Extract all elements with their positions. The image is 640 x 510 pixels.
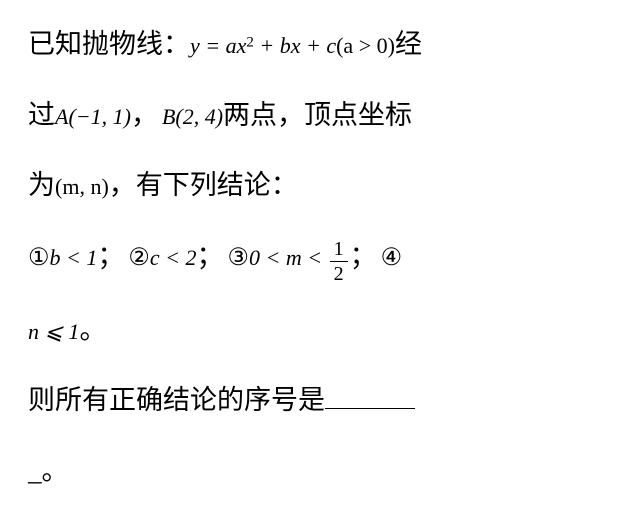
math-problem: 已知抛物线：y = ax2 + bx + c(a > 0)经 过A(−1, 1)… <box>28 20 612 495</box>
text-liangdian: 两点，顶点坐标 <box>223 100 412 130</box>
semi-2: ； <box>197 241 224 271</box>
line-6: 则所有正确结论的序号是 <box>28 376 612 425</box>
expr-b-lt-1: b < 1 <box>50 245 98 270</box>
frac-numerator: 1 <box>330 239 348 262</box>
answer-blank <box>325 393 415 409</box>
expr-y-eq: y = ax <box>190 33 246 58</box>
expr-c-lt-2: c < 2 <box>150 245 197 270</box>
expr-m-range: 0 < m < <box>249 245 328 270</box>
line-4: ①b < 1； ②c < 2； ③0 < m < 12； ④ <box>28 232 612 284</box>
period-1: 。 <box>79 315 106 345</box>
frac-denominator: 2 <box>330 262 348 284</box>
text-guo: 过 <box>28 100 55 130</box>
point-a: A(−1, 1) <box>55 104 131 129</box>
text-wei: 为 <box>28 170 55 200</box>
period-2: 。 <box>42 456 69 486</box>
expr-bx-c: + bx + c <box>254 33 336 58</box>
circled-4: ④ <box>381 244 403 271</box>
line-1: 已知抛物线：y = ax2 + bx + c(a > 0)经 <box>28 20 612 69</box>
circled-2: ② <box>128 244 150 271</box>
line-2: 过A(−1, 1)， B(2, 4)两点，顶点坐标 <box>28 91 612 140</box>
line-3: 为(m, n)，有下列结论： <box>28 161 612 210</box>
expr-mn: (m, n) <box>55 174 109 199</box>
circled-1: ① <box>28 244 50 271</box>
exponent-2: 2 <box>246 35 254 51</box>
expr-n-le-1: n ⩽ 1 <box>28 319 79 344</box>
trailing-dash: _ <box>28 456 42 486</box>
point-b: B(2, 4) <box>162 104 223 129</box>
semi-1: ； <box>97 241 124 271</box>
fraction-half: 12 <box>330 239 348 284</box>
semi-3: ； <box>350 241 377 271</box>
line-5: n ⩽ 1。 <box>28 306 612 355</box>
paren-a-gt-0: (a > 0) <box>336 33 395 58</box>
text-answer-prompt: 则所有正确结论的序号是 <box>28 385 325 415</box>
comma-1: ， <box>131 100 158 130</box>
line-7: _。 <box>28 447 612 496</box>
circled-3: ③ <box>228 244 250 271</box>
text-prefix-1: 已知抛物线： <box>28 29 190 59</box>
text-suffix-1: 经 <box>395 29 422 59</box>
text-jielun: ，有下列结论： <box>109 170 298 200</box>
